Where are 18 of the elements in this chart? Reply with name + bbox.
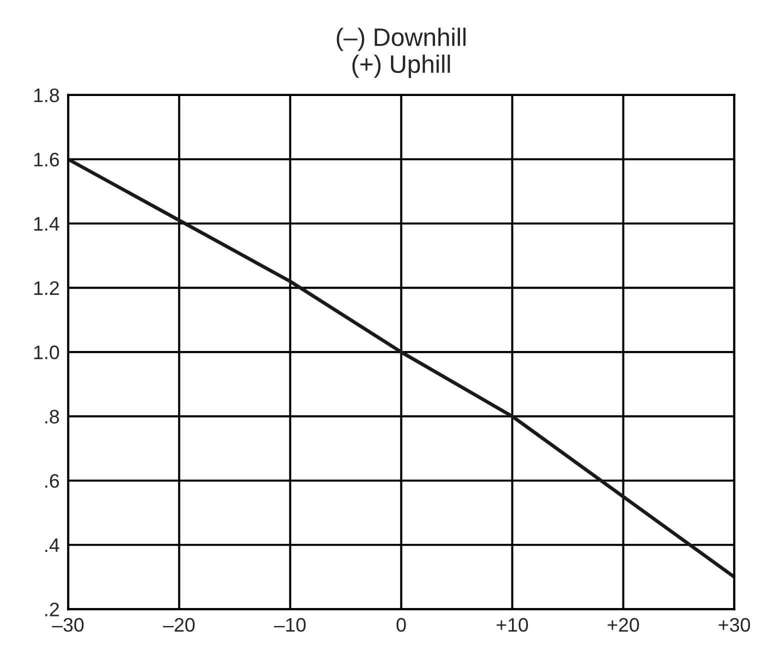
y-tick-label: .4	[45, 538, 60, 552]
y-tick-label: 1.0	[34, 346, 60, 360]
line-series	[68, 158, 734, 579]
y-tick-label: .2	[45, 602, 59, 616]
y-tick-label: 1.6	[34, 152, 59, 166]
x-tick-label: +10	[496, 618, 528, 632]
y-tick-label: 1.2	[34, 281, 59, 295]
y-tick-label: .6	[45, 474, 59, 488]
x-tick-label: +20	[608, 618, 639, 632]
x-tick-label: –30	[52, 618, 84, 632]
y-tick-label: .8	[45, 410, 59, 424]
x-tick-label: –20	[162, 618, 195, 632]
x-tick-label: +30	[718, 618, 750, 632]
y-tick-label: 1.8	[34, 88, 59, 102]
x-tick-label: 0	[396, 618, 406, 632]
y-tick-label: 1.4	[34, 217, 60, 231]
x-tick-label: –10	[274, 618, 306, 632]
chart-title: (–) Downhill (+) Uphill	[336, 28, 466, 78]
